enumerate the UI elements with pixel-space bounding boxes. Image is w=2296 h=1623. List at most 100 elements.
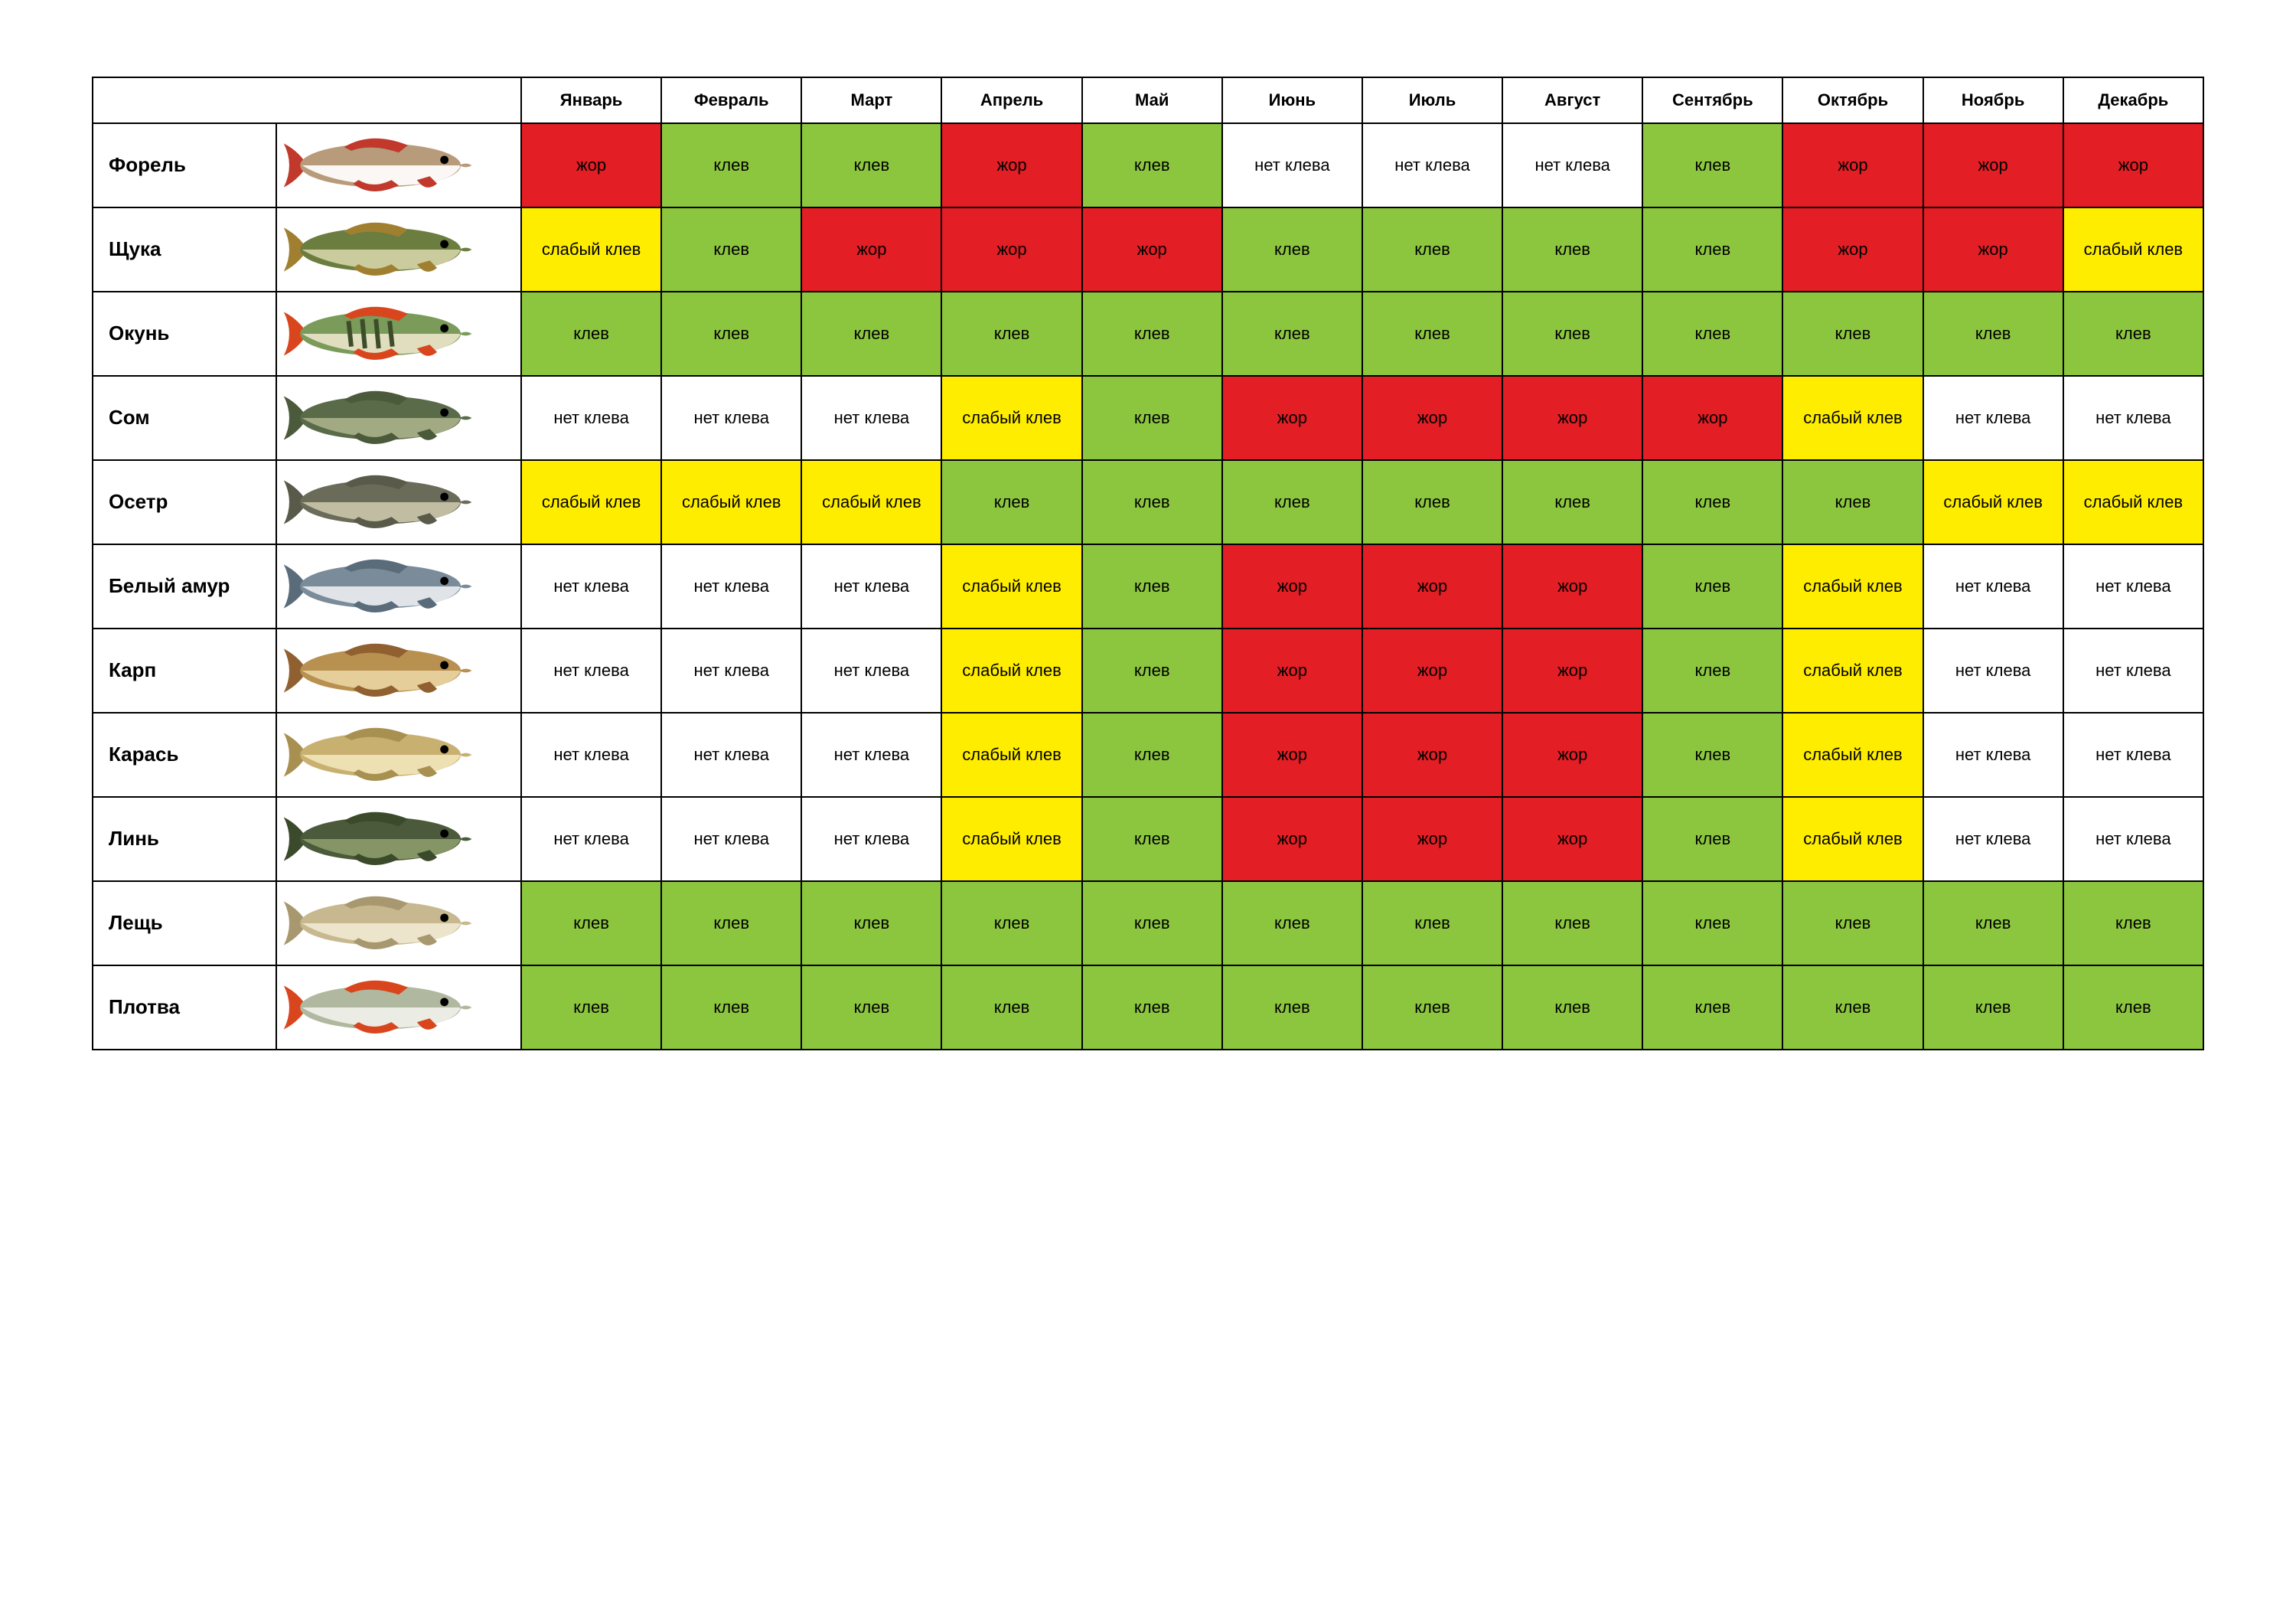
- bite-cell: жор: [1502, 713, 1642, 797]
- bite-cell: жор: [1782, 207, 1923, 292]
- bite-cell: нет клева: [521, 797, 661, 881]
- bite-cell: клев: [2063, 881, 2203, 965]
- fish-name: Плотва: [93, 965, 276, 1050]
- bite-cell: клев: [1642, 629, 1782, 713]
- table-row: Сом нет клеванет клеванет клеваслабый кл…: [93, 376, 2203, 460]
- bite-cell: клев: [801, 881, 941, 965]
- bite-cell: клев: [1642, 797, 1782, 881]
- bite-cell: жор: [1502, 629, 1642, 713]
- fish-illustration: [280, 717, 517, 793]
- fish-illustration: [280, 296, 517, 372]
- bite-cell: слабый клев: [1782, 797, 1923, 881]
- bite-cell: нет клева: [521, 376, 661, 460]
- bite-cell: клев: [1082, 292, 1222, 376]
- bite-cell: слабый клев: [941, 713, 1081, 797]
- bite-cell: клев: [1502, 965, 1642, 1050]
- bite-cell: клев: [1642, 123, 1782, 207]
- month-header: Апрель: [941, 77, 1081, 123]
- bite-cell: жор: [1222, 544, 1362, 629]
- table-row: Окунь клевклевклевклевклевклевклевклевкл…: [93, 292, 2203, 376]
- fish-image-cell: [276, 207, 521, 292]
- bite-cell: клев: [801, 292, 941, 376]
- bite-cell: нет клева: [801, 544, 941, 629]
- bite-cell: жор: [1362, 797, 1502, 881]
- bite-cell: слабый клев: [941, 376, 1081, 460]
- bite-cell: нет клева: [661, 713, 801, 797]
- bite-cell: нет клева: [1362, 123, 1502, 207]
- bite-cell: клев: [1362, 965, 1502, 1050]
- bite-cell: слабый клев: [1923, 460, 2063, 544]
- bite-cell: клев: [941, 881, 1081, 965]
- table-row: Карась нет клеванет клеванет клеваслабый…: [93, 713, 2203, 797]
- fish-name: Линь: [93, 797, 276, 881]
- bite-cell: нет клева: [1502, 123, 1642, 207]
- bite-cell: слабый клев: [1782, 629, 1923, 713]
- bite-cell: нет клева: [1923, 376, 2063, 460]
- fish-image-cell: [276, 629, 521, 713]
- fish-illustration: [280, 801, 517, 877]
- bite-cell: слабый клев: [1782, 713, 1923, 797]
- bite-cell: слабый клев: [941, 797, 1081, 881]
- bite-cell: клев: [1782, 881, 1923, 965]
- bite-cell: клев: [801, 123, 941, 207]
- bite-cell: слабый клев: [521, 460, 661, 544]
- fish-image-cell: [276, 713, 521, 797]
- bite-cell: клев: [1502, 460, 1642, 544]
- bite-cell: нет клева: [2063, 376, 2203, 460]
- bite-cell: клев: [941, 965, 1081, 1050]
- bite-cell: слабый клев: [2063, 207, 2203, 292]
- bite-cell: слабый клев: [1782, 376, 1923, 460]
- bite-cell: слабый клев: [661, 460, 801, 544]
- bite-cell: клев: [1082, 713, 1222, 797]
- month-header: Август: [1502, 77, 1642, 123]
- bite-cell: клев: [1362, 881, 1502, 965]
- bite-cell: жор: [1362, 544, 1502, 629]
- bite-cell: нет клева: [661, 544, 801, 629]
- bite-cell: клев: [1642, 713, 1782, 797]
- fish-image-cell: [276, 292, 521, 376]
- table-row: Линь нет клеванет клеванет клеваслабый к…: [93, 797, 2203, 881]
- bite-cell: жор: [1222, 376, 1362, 460]
- bite-cell: клев: [1222, 881, 1362, 965]
- fish-illustration: [280, 885, 517, 962]
- bite-cell: клев: [1082, 629, 1222, 713]
- bite-cell: слабый клев: [521, 207, 661, 292]
- bite-cell: жор: [941, 207, 1081, 292]
- bite-cell: нет клева: [1923, 797, 2063, 881]
- bite-cell: нет клева: [801, 797, 941, 881]
- fish-illustration: [280, 548, 517, 625]
- bite-cell: клев: [1642, 292, 1782, 376]
- bite-cell: нет клева: [521, 713, 661, 797]
- fish-illustration: [280, 211, 517, 288]
- fish-image-cell: [276, 376, 521, 460]
- bite-cell: жор: [1222, 713, 1362, 797]
- bite-cell: жор: [1642, 376, 1782, 460]
- bite-cell: нет клева: [661, 629, 801, 713]
- month-header: Июнь: [1222, 77, 1362, 123]
- bite-cell: клев: [1082, 965, 1222, 1050]
- bite-cell: клев: [2063, 965, 2203, 1050]
- bite-cell: нет клева: [1923, 544, 2063, 629]
- fish-illustration: [280, 464, 517, 540]
- bite-cell: нет клева: [1923, 629, 2063, 713]
- bite-cell: клев: [1642, 544, 1782, 629]
- month-header: Декабрь: [2063, 77, 2203, 123]
- fish-name: Форель: [93, 123, 276, 207]
- fish-name: Карп: [93, 629, 276, 713]
- bite-cell: нет клева: [801, 629, 941, 713]
- bite-cell: нет клева: [801, 376, 941, 460]
- bite-cell: жор: [1082, 207, 1222, 292]
- bite-cell: нет клева: [2063, 629, 2203, 713]
- month-header: Март: [801, 77, 941, 123]
- fish-name: Сом: [93, 376, 276, 460]
- bite-cell: жор: [1222, 629, 1362, 713]
- bite-cell: слабый клев: [1782, 544, 1923, 629]
- bite-cell: клев: [941, 460, 1081, 544]
- fish-illustration: [280, 969, 517, 1046]
- bite-cell: клев: [1782, 460, 1923, 544]
- table-row: Лещь клевклевклевклевклевклевклевклевкле…: [93, 881, 2203, 965]
- bite-cell: клев: [1082, 544, 1222, 629]
- fish-image-cell: [276, 965, 521, 1050]
- bite-cell: жор: [521, 123, 661, 207]
- bite-cell: клев: [1642, 207, 1782, 292]
